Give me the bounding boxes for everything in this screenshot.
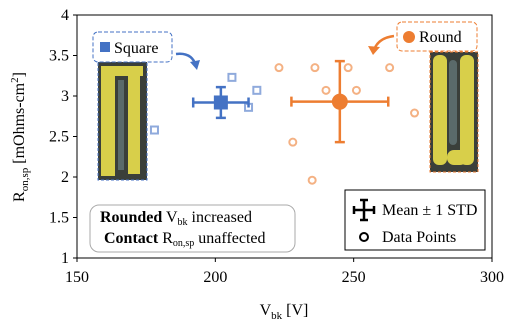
annotation-text: R xyxy=(162,230,173,247)
y-label-text: [mOhms-cm xyxy=(11,82,28,167)
annotation-text: unaffected xyxy=(194,230,265,247)
y-tick-label: 3 xyxy=(61,88,69,105)
annotation-sub: bk xyxy=(178,217,188,228)
round-arrowhead xyxy=(368,46,380,55)
data-point xyxy=(309,177,316,184)
data-layer xyxy=(151,61,418,184)
x-label-sub: bk xyxy=(271,310,283,322)
x-tick-label: 250 xyxy=(342,269,366,286)
x-label-text: [V] xyxy=(282,302,308,319)
y-tick-label: 3.5 xyxy=(49,48,69,65)
chart: Rounded Vbk increased Contact Ron,sp una… xyxy=(0,0,518,324)
annotation-text: V xyxy=(166,209,178,226)
annotation-sub: on,sp xyxy=(173,238,194,249)
x-tick-label: 300 xyxy=(480,269,504,286)
x-tick-label: 150 xyxy=(65,269,89,286)
data-point xyxy=(311,64,318,71)
x-axis-label: Vbk [V] xyxy=(260,302,309,322)
square-device-image xyxy=(98,62,147,180)
annotation-bold: Contact xyxy=(104,230,159,247)
round-device-image xyxy=(430,52,478,172)
legend-label: Mean ± 1 STD xyxy=(382,202,477,219)
callout-icon xyxy=(100,42,110,52)
y-tick-label: 1.5 xyxy=(49,210,69,227)
legend-label: Data Points xyxy=(382,229,456,246)
data-point xyxy=(345,64,352,71)
y-tick-label: 2 xyxy=(61,169,69,186)
annotation-text: increased xyxy=(188,209,252,226)
mean-marker xyxy=(332,94,348,110)
y-axis-label: Ron,sp [mOhms-cm2] xyxy=(9,72,31,202)
y-label-sub: on,sp xyxy=(19,167,31,191)
annotation-bold: Rounded xyxy=(100,209,162,226)
y-tick-label: 4 xyxy=(61,7,69,24)
data-point xyxy=(253,87,260,94)
x-tick-label: 200 xyxy=(203,269,227,286)
data-point xyxy=(275,64,282,71)
x-label-text: V xyxy=(260,302,272,319)
y-tick-label: 2.5 xyxy=(49,129,69,146)
y-label-text: ] xyxy=(11,72,28,77)
square-arrowhead xyxy=(190,60,200,70)
data-point xyxy=(411,110,418,117)
y-tick-label: 1 xyxy=(61,250,69,267)
annotation-line: Rounded Vbk increased xyxy=(100,209,252,228)
data-point xyxy=(386,64,393,71)
data-point xyxy=(228,74,235,81)
callout-label: Square xyxy=(114,40,158,57)
y-label-text: R xyxy=(11,191,28,202)
data-point xyxy=(151,127,158,134)
mean-marker xyxy=(214,95,228,109)
data-point xyxy=(289,139,296,146)
callout-label: Round xyxy=(419,29,462,46)
data-point xyxy=(323,87,330,94)
callout-icon xyxy=(403,31,415,43)
data-point xyxy=(353,87,360,94)
